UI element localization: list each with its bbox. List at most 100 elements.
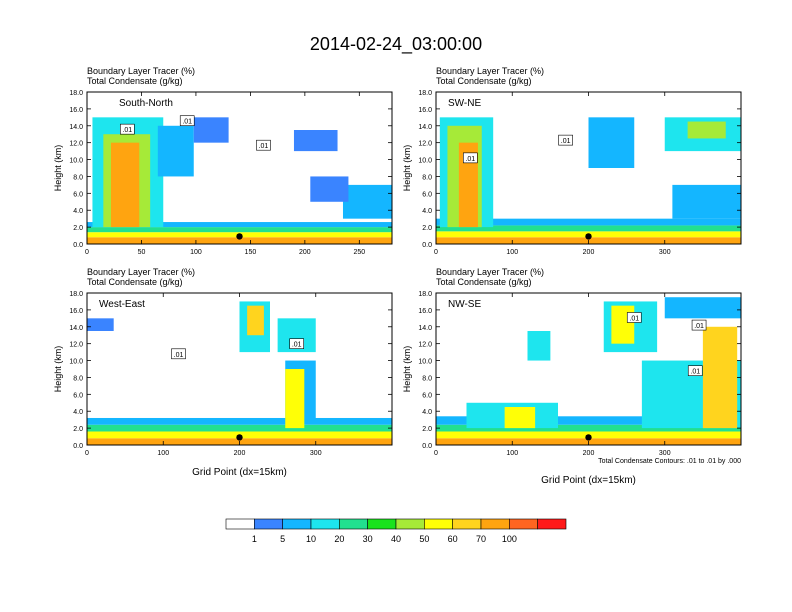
contour-label: .01 <box>182 119 192 126</box>
y-tick-label: 10.0 <box>418 359 432 366</box>
location-marker <box>585 233 592 240</box>
panel-label-tracer: Boundary Layer Tracer (%) <box>436 66 544 76</box>
contour-label: .01 <box>690 369 700 376</box>
y-tick-label: 2.0 <box>422 225 432 232</box>
contour-label-box <box>179 115 195 127</box>
y-tick-label: 16.0 <box>418 308 432 315</box>
y-tick-label: 4.0 <box>73 409 83 416</box>
contour-label-box <box>120 123 135 135</box>
tracer-cell <box>87 237 392 244</box>
x-tick-label: 100 <box>190 249 202 256</box>
x-tick-label: 300 <box>659 450 671 457</box>
y-tick-label: 8.0 <box>73 375 83 382</box>
tracer-field <box>87 117 392 244</box>
contour-label-box <box>691 319 707 331</box>
y-tick-label: 16.0 <box>418 107 432 114</box>
figure-title: 2014-02-24_03:00:00 <box>310 34 482 55</box>
tracer-cell <box>157 125 194 177</box>
contour-label: .01 <box>174 352 184 359</box>
panels: Boundary Layer Tracer (%)Total Condensat… <box>53 66 742 486</box>
contour-label: .01 <box>122 127 132 134</box>
x-tick-label: 200 <box>583 450 595 457</box>
colorbar-swatch <box>367 518 397 530</box>
x-tick-label: 300 <box>659 249 671 256</box>
tracer-cell <box>285 369 305 429</box>
colorbar-label: 10 <box>306 534 316 544</box>
x-tick-label: 0 <box>85 450 89 457</box>
y-tick-label: 0.0 <box>73 443 83 450</box>
x-tick-label: 0 <box>434 450 438 457</box>
colorbar-label: 5 <box>280 534 285 544</box>
x-tick-label: 100 <box>157 450 169 457</box>
panel-label-condensate: Total Condensate (g/kg) <box>87 76 183 86</box>
colorbar-label: 60 <box>448 534 458 544</box>
colorbar: 1 5 10 20 30 40 50 60 70 100 <box>225 518 567 544</box>
panel-name: West-East <box>99 299 145 310</box>
tracer-cell <box>702 326 738 429</box>
y-tick-label: 16.0 <box>69 107 83 114</box>
y-tick-label: 6.0 <box>73 392 83 399</box>
y-tick-label: 6.0 <box>422 392 432 399</box>
location-marker <box>585 434 592 441</box>
panel-frame <box>86 91 393 245</box>
colorbar-label: 50 <box>419 534 429 544</box>
panel-label-condensate: Total Condensate (g/kg) <box>436 277 532 287</box>
contour-label-box <box>289 338 304 349</box>
panel-label-tracer: Boundary Layer Tracer (%) <box>436 267 544 277</box>
y-tick-label: 10.0 <box>418 158 432 165</box>
panel-label-condensate: Total Condensate (g/kg) <box>87 277 183 287</box>
contour-label: .01 <box>694 323 704 330</box>
contour-note: Total Condensate Contours: .01 to .01 by… <box>598 458 741 465</box>
contour-label-box <box>256 139 271 151</box>
y-tick-label: 12.0 <box>69 141 83 148</box>
y-tick-label: 6.0 <box>73 191 83 198</box>
y-tick-label: 18.0 <box>69 90 83 97</box>
tracer-cell <box>672 184 741 219</box>
contour-label-box <box>171 348 186 360</box>
tracer-cell <box>664 297 741 319</box>
y-tick-label: 0.0 <box>422 242 432 249</box>
panel-name: South-North <box>119 98 173 109</box>
x-tick-label: 250 <box>353 249 365 256</box>
panel-name: NW-SE <box>448 299 481 310</box>
colorbar-swatch <box>310 518 340 530</box>
contour-label-box <box>687 365 703 376</box>
y-tick-label: 14.0 <box>69 124 83 131</box>
tracer-cell <box>687 121 726 139</box>
panel-label-tracer: Boundary Layer Tracer (%) <box>87 66 195 76</box>
location-marker <box>236 434 243 441</box>
y-tick-label: 8.0 <box>422 174 432 181</box>
y-tick-label: 8.0 <box>73 174 83 181</box>
tracer-cell <box>110 142 140 228</box>
y-tick-label: 4.0 <box>422 208 432 215</box>
y-axis-title: Height (km) <box>402 145 412 192</box>
y-tick-label: 18.0 <box>69 291 83 298</box>
y-tick-label: 0.0 <box>422 443 432 450</box>
x-tick-label: 0 <box>85 249 89 256</box>
y-tick-label: 2.0 <box>422 426 432 433</box>
x-tick-label: 200 <box>583 249 595 256</box>
contour-label-box <box>626 312 642 323</box>
x-axis-title: Grid Point (dx=15km) <box>541 475 636 486</box>
tracer-cell <box>87 424 392 432</box>
tracer-cell <box>87 222 392 228</box>
panel-label-condensate: Total Condensate (g/kg) <box>436 76 532 86</box>
panel-sw-ne: Boundary Layer Tracer (%)Total Condensat… <box>402 66 742 256</box>
tracer-cell <box>611 305 635 344</box>
tracer-cell <box>87 227 392 233</box>
colorbar-swatch <box>225 518 255 530</box>
colorbar-swatch <box>424 518 453 530</box>
colorbar-swatch <box>537 518 567 530</box>
y-tick-label: 18.0 <box>418 90 432 97</box>
y-tick-label: 4.0 <box>73 208 83 215</box>
colorbar-swatch <box>282 518 312 530</box>
x-tick-label: 300 <box>310 450 322 457</box>
y-tick-label: 12.0 <box>69 342 83 349</box>
y-axis-title: Height (km) <box>53 346 63 393</box>
tracer-cell <box>588 117 635 168</box>
x-tick-label: 100 <box>506 249 518 256</box>
tracer-cell <box>247 305 264 336</box>
y-tick-label: 2.0 <box>73 426 83 433</box>
panel-south-north: Boundary Layer Tracer (%)Total Condensat… <box>53 66 393 256</box>
